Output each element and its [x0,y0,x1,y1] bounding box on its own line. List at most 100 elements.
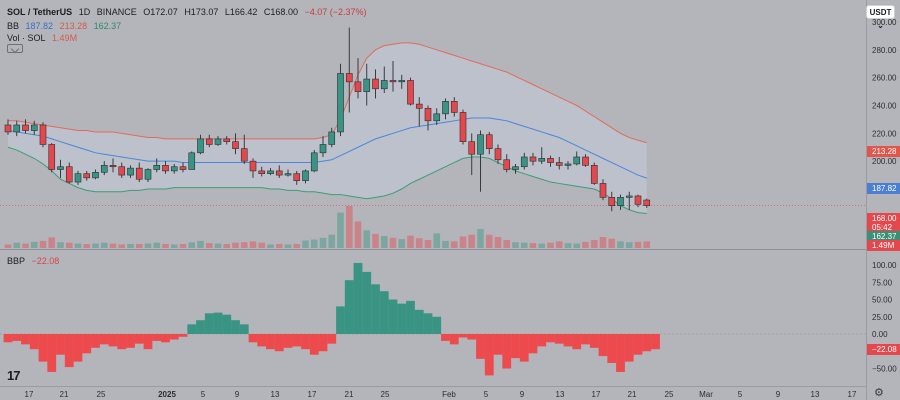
candle-body [4,124,12,133]
bbp-bar [371,284,380,334]
volume-bar [503,240,511,248]
bbp-bar [266,334,275,350]
candle-body [363,78,371,92]
tradingview-logo[interactable]: 17 [7,368,21,383]
volume-bar [459,236,467,248]
bbp-bar [134,334,144,344]
time-tick-label: 25 [381,390,390,399]
bbp-bar [414,309,424,334]
bbp-bar [467,334,477,340]
volume-bar [512,242,519,248]
last-price-tag: 168.00 [867,213,900,224]
bbp-bar [38,334,48,362]
volume-bar [328,234,336,248]
candle-body [328,131,336,145]
candle-body [162,165,169,172]
candle-body [424,107,432,122]
bb-legend[interactable]: BB 187.82 213.28 162.37 [7,20,125,32]
candle-body [48,144,56,170]
bbp-bar [642,334,652,352]
volume-bar [100,242,108,248]
bb-basis-line [7,117,647,179]
candle-body [450,101,458,113]
bbp-bar [56,334,65,355]
bbp-bar [64,334,74,368]
volume-bar [608,238,616,248]
volume-bar [92,243,99,248]
gear-icon[interactable]: ⚙ [874,387,884,399]
candle-body [284,173,292,176]
candle-body [249,160,257,172]
volume-bar [127,244,134,248]
candle-body [153,165,161,170]
bbp-bar [292,334,302,347]
bbp-bar [204,313,214,334]
time-tick-label: 5 [738,390,743,399]
candle-body [582,156,589,166]
price-tick-label: 200.00 [872,157,897,166]
volume-bar [30,241,38,248]
bbp-bar [554,334,564,344]
volume-bar [214,243,222,248]
bbp-bar [196,320,205,334]
volume-bar [625,242,633,248]
candle-body [100,165,108,173]
symbol-name[interactable]: SOL / TetherUS [7,7,73,17]
currency-button[interactable]: USDT ⌄ [866,5,895,30]
bbp-bar [82,334,92,354]
time-tick-label: 17 [592,390,601,399]
volume-tag: 1.49M [867,240,900,251]
bbp-legend[interactable]: BBP −22.08 [7,255,63,267]
bbp-bar [537,334,547,347]
bbp-bar [12,334,22,341]
bbp-tick-label: 100.00 [872,261,897,270]
bbp-bar [3,334,13,343]
volume-bar [109,243,117,248]
bbp-bar [301,334,310,350]
bbp-tick-label: −50.00 [872,365,897,374]
time-tick-label: 21 [60,390,69,399]
price-tick-label: 260.00 [872,74,897,83]
bbp-bar [283,334,293,348]
bbp-bar [423,313,433,334]
volume-bar [634,241,642,248]
bbp-bar [563,334,573,347]
volume-bar [205,243,213,248]
interval-label[interactable]: 1D [78,7,91,17]
bbp-bar [607,334,617,363]
bbp-bar [161,334,170,343]
symbol-legend: SOL / TetherUS 1D BINANCE O172.07 H173.0… [7,6,371,18]
volume-legend[interactable]: Vol · SOL 1.49M [7,32,81,44]
candle-body [555,162,563,166]
candle-body [503,159,511,170]
candle-body [83,173,91,179]
candle-body [625,195,633,198]
bbp-bar [274,334,284,352]
candle-body [57,166,64,170]
open-value: O172.07 [143,7,178,17]
price-tick-label: 220.00 [872,129,897,138]
bbp-bar [47,334,57,372]
volume-bar [135,244,143,248]
time-tick-label: 13 [271,390,280,399]
volume-bar [389,237,397,248]
volume-bar [538,243,546,248]
bbp-bar [213,312,223,334]
candle-body [634,195,642,205]
bbp-bar [519,334,529,362]
volume-bar [74,243,82,248]
volume-bar [398,239,406,248]
candle-body [135,167,143,180]
candle-body [310,152,318,172]
candle-body [617,197,624,207]
price-tick-label: 240.00 [872,102,897,111]
change-value: −4.07 (−2.37%) [304,7,367,17]
bb-upper-tag: 213.28 [867,146,900,157]
candle-body [433,113,441,122]
high-value: H173.07 [184,7,219,17]
volume-bar [477,228,484,248]
bbp-bar [476,334,485,359]
volume-bar [442,240,449,248]
volume-bar [345,206,353,248]
collapse-legend-toggle-icon[interactable] [7,44,23,53]
